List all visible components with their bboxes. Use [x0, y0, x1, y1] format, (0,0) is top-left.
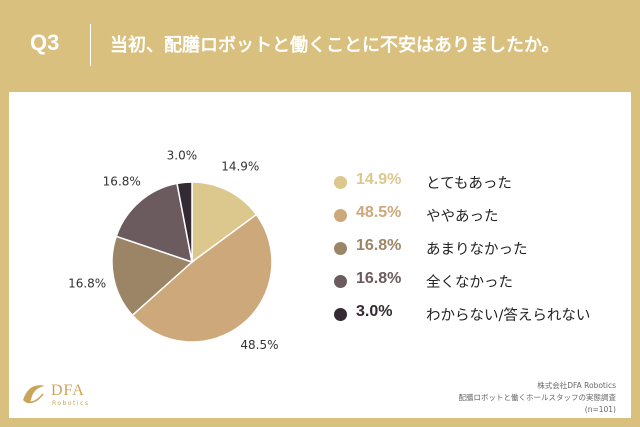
legend-swatch — [334, 275, 347, 288]
source-survey: 配膳ロボットと働くホールスタッフの実態調査 — [458, 393, 617, 402]
source-note: 株式会社DFA Robotics 配膳ロボットと働くホールスタッフの実態調査 (… — [459, 380, 617, 416]
slice-value-label: 16.8% — [103, 174, 141, 188]
source-company: 株式会社DFA Robotics — [537, 381, 616, 390]
legend-swatch — [334, 176, 347, 189]
dfa-logo: DFA Robotics — [19, 380, 109, 410]
slice-value-label: 14.9% — [221, 160, 259, 174]
pie-slice — [111, 235, 194, 317]
legend-label: とてもあった — [426, 176, 512, 192]
slice-value-label: 16.8% — [68, 276, 106, 290]
pie-slice — [191, 181, 258, 264]
chart-card: 14.9% 48.5% 16.8% 16.8% 3.0% 14.9% とてもあった 48.5… — [9, 92, 631, 418]
header: Q3 当初、配膳ロボットと働くことに不安はありましたか。 — [0, 0, 640, 90]
logo-sub: Robotics — [52, 400, 90, 407]
legend-percentage: 14.9% — [356, 171, 402, 188]
legend-label: わからない/答えられない — [426, 308, 591, 324]
legend-percentage: 16.8% — [356, 270, 402, 287]
legend-swatch — [334, 242, 347, 255]
legend-swatch — [334, 209, 347, 222]
header-divider — [90, 24, 91, 66]
pie-chart: 14.9% 48.5% 16.8% 16.8% 3.0% — [68, 148, 278, 352]
legend-percentage: 16.8% — [356, 237, 402, 254]
legend-percentage: 3.0% — [356, 303, 393, 320]
slice-value-label: 3.0% — [167, 148, 198, 162]
legend-swatch — [334, 308, 347, 321]
pie-slice — [115, 182, 193, 264]
source-sample-size: (n=101) — [584, 405, 616, 414]
legend-label: あまりなかった — [426, 242, 528, 258]
logo-name: DFA — [51, 382, 85, 399]
legend-label: 全くなかった — [426, 275, 513, 291]
slice-value-label: 48.5% — [240, 338, 278, 352]
pie-slice — [176, 181, 193, 263]
legend-label: ややあった — [426, 209, 499, 225]
question-number: Q3 — [30, 30, 60, 55]
question-title: 当初、配膳ロボットと働くことに不安はありましたか。 — [110, 35, 560, 56]
logo-mark-icon — [23, 385, 45, 404]
legend-percentage: 48.5% — [356, 204, 402, 221]
pie-slice — [131, 213, 273, 343]
